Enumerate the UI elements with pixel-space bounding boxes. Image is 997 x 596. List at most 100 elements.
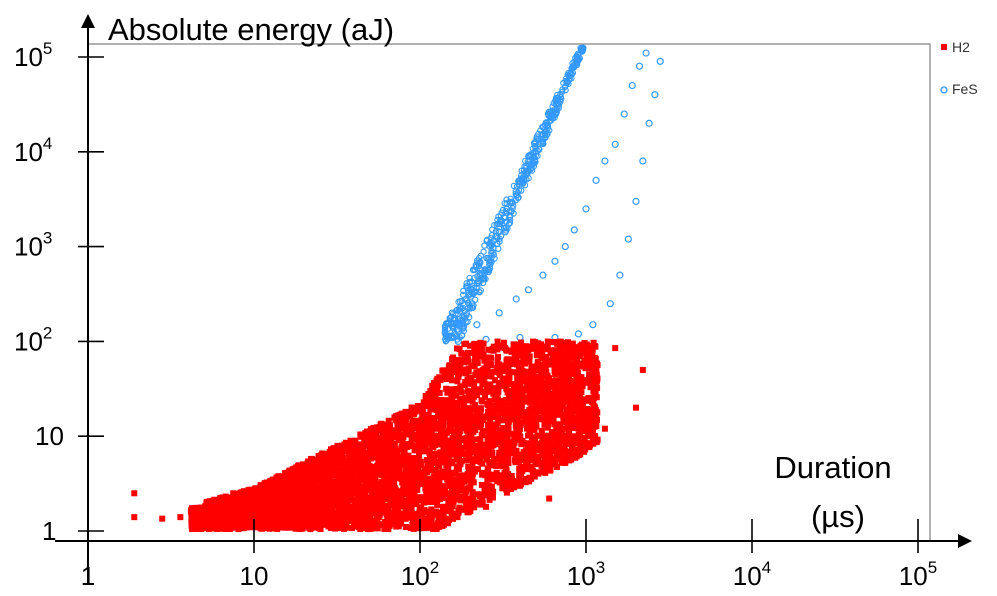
h2-point [579, 402, 586, 409]
h2-point [330, 445, 337, 452]
h2-point [449, 458, 456, 465]
h2-point [542, 416, 549, 423]
fes-point [547, 117, 555, 124]
h2-point [462, 486, 469, 493]
h2-point [543, 412, 550, 419]
h2-point [566, 406, 573, 413]
h2-point [495, 434, 502, 441]
h2-point [427, 436, 434, 443]
h2-point [488, 436, 495, 443]
h2-point [527, 452, 534, 459]
h2-point [349, 485, 356, 492]
h2-point [352, 443, 359, 450]
h2-point [177, 514, 184, 521]
h2-point [501, 469, 508, 476]
h2-point [436, 403, 443, 410]
h2-point [449, 393, 456, 400]
h2-point [257, 492, 264, 499]
h2-point [555, 436, 562, 443]
h2-point [400, 480, 407, 487]
h2-point [402, 461, 409, 468]
h2-point [526, 444, 533, 451]
h2-point [508, 473, 515, 480]
h2-point [454, 378, 461, 385]
h2-point [367, 466, 374, 473]
h2-point [495, 413, 502, 420]
fes-point [509, 205, 516, 212]
h2-point [418, 480, 425, 487]
h2-point [436, 478, 443, 485]
h2-point [298, 467, 305, 474]
h2-point [590, 368, 597, 375]
h2-point [523, 386, 530, 393]
h2-point [529, 380, 536, 387]
h2-point [547, 378, 554, 385]
h2-point [346, 455, 353, 462]
fes-point [551, 257, 559, 265]
h2-point [543, 434, 550, 441]
h2-point [408, 464, 415, 471]
h2-point [461, 493, 468, 500]
h2-point [471, 383, 478, 390]
h2-point [490, 385, 497, 392]
fes-point [642, 49, 650, 57]
h2-point [516, 408, 523, 415]
h2-point [572, 394, 579, 401]
h2-point [377, 421, 384, 428]
h2-point [386, 487, 393, 494]
h2-point [399, 439, 406, 446]
h2-point [422, 392, 429, 399]
h2-point [478, 342, 485, 349]
h2-point [461, 341, 468, 348]
h2-point [505, 388, 512, 395]
h2-point [388, 446, 395, 453]
h2-point [494, 338, 501, 345]
h2-point [402, 523, 409, 530]
h2-point [373, 521, 380, 528]
h2-point [353, 459, 360, 466]
h2-point [301, 490, 308, 497]
fes-point [487, 258, 494, 265]
h2-point [503, 433, 510, 440]
h2-point [390, 460, 397, 467]
h2-point [289, 487, 296, 494]
h2-point [518, 441, 525, 448]
fes-point [452, 310, 459, 317]
h2-point [483, 413, 490, 420]
h2-point [352, 448, 359, 455]
h2-point [419, 494, 426, 501]
h2-point [232, 502, 239, 509]
h2-point [457, 396, 464, 403]
h2-point [581, 434, 588, 441]
fes-point [446, 317, 454, 324]
h2-point [419, 438, 426, 445]
h2-point [478, 481, 485, 488]
h2-point [559, 363, 566, 370]
h2-point [475, 375, 482, 382]
h2-point [332, 471, 339, 478]
h2-point [362, 525, 369, 532]
h2-point [297, 509, 304, 516]
h2-point [441, 507, 448, 514]
h2-point [542, 442, 549, 449]
h2-point [584, 342, 591, 349]
h2-point [380, 521, 387, 528]
h2-point [235, 502, 242, 509]
fes-point [441, 328, 449, 335]
fes-point [525, 166, 532, 173]
h2-point [558, 376, 565, 383]
h2-point [383, 496, 390, 503]
fes-point [505, 220, 513, 228]
fes-point [532, 148, 539, 155]
h2-point [407, 486, 414, 493]
h2-point [500, 454, 507, 461]
h2-point [532, 409, 539, 416]
h2-point [506, 438, 513, 445]
h2-point [446, 416, 453, 423]
h2-point [544, 338, 551, 345]
h2-point [485, 346, 492, 353]
h2-point [466, 375, 473, 382]
h2-point [306, 490, 313, 497]
h2-point [338, 517, 345, 524]
h2-point [400, 486, 407, 493]
